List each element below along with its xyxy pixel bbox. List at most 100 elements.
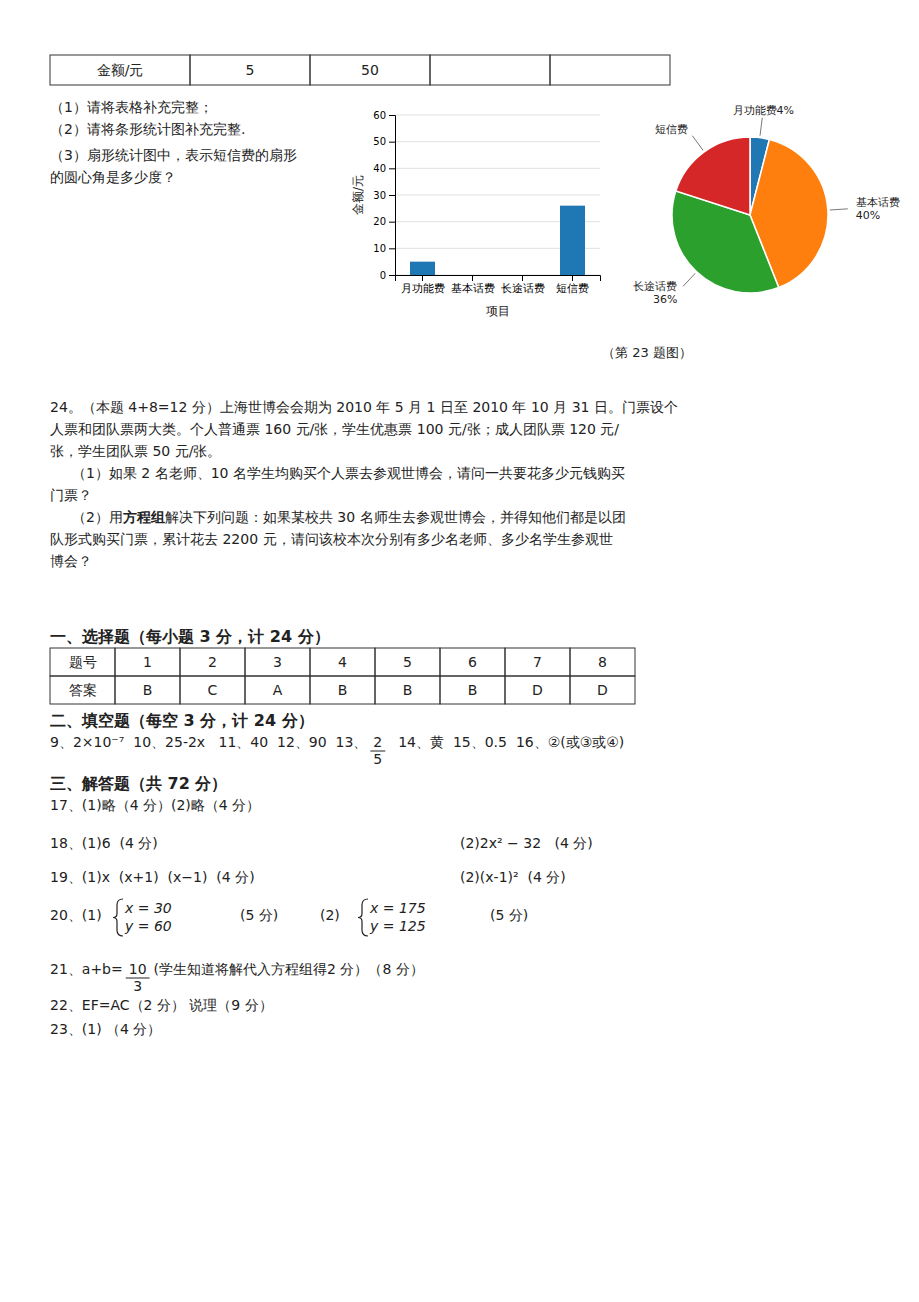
tick-label: 20: [373, 216, 386, 227]
text-piece: 17、(1)略（4 分）(2)略（4 分）: [50, 797, 260, 813]
text-piece: 9、2×10⁻⁷ 10、25-2x 11、40 12、90 13、: [50, 734, 367, 750]
text-line: 张，学生团队票 50 元/张。: [50, 443, 221, 459]
fraction-bar: [370, 751, 385, 752]
text-piece: (2): [320, 907, 340, 923]
brace: [113, 899, 123, 936]
table-cell: [440, 648, 505, 676]
table: 金额/元550: [50, 55, 670, 85]
cell-text: B: [468, 682, 478, 698]
tick-label: 长途话费: [501, 282, 545, 295]
text-piece: 的圆心角是多少度？: [50, 169, 176, 185]
y-tick: 20: [373, 216, 395, 227]
x-tick: 基本话费: [451, 275, 495, 295]
text-piece: 张，学生团队票 50 元/张。: [50, 443, 221, 459]
cell-text: 5: [246, 62, 255, 78]
table-cell: [550, 55, 670, 85]
slice-label: 长途话费36%: [633, 280, 677, 306]
text-line: 博会？: [50, 553, 92, 569]
cell-text: D: [597, 682, 608, 698]
axis-line: [389, 116, 396, 276]
tick-mark: [389, 222, 395, 223]
x-axis: 月功能费基本话费长途话费短信费: [396, 275, 601, 295]
text-piece: （2）用: [72, 509, 123, 525]
tick-mark: [389, 115, 395, 116]
text-piece: 19、(1)x (x+1) (x−1) (4 分): [50, 869, 255, 885]
cell-text: 1: [143, 654, 152, 670]
slice: [676, 137, 750, 215]
table-cell: [50, 648, 115, 676]
equation: x = 175: [369, 900, 426, 916]
slice-label: 短信费: [655, 123, 688, 136]
table-cell: [310, 55, 430, 85]
text-piece: 方程组: [122, 509, 165, 525]
text-line: （第 23 题图）: [602, 345, 692, 360]
text-piece: 24。（本题 4+8=12 分）上海世博会会期为 2010 年 5 月 1 日至…: [50, 399, 678, 415]
text-piece: 23、(1) （4 分）: [50, 1021, 161, 1037]
y-tick: 60: [373, 110, 395, 121]
cell-text: 50: [361, 62, 379, 78]
text-piece: 14、黄 15、0.5 16、②(或③或④): [389, 734, 624, 750]
bar: [410, 262, 435, 275]
text-line: 的圆心角是多少度？: [50, 169, 176, 185]
slice-label-line: 短信费: [655, 123, 688, 136]
x-tick: 长途话费: [501, 275, 545, 295]
x-tick: 短信费: [556, 275, 589, 295]
fraction-numerator: 2: [373, 734, 382, 750]
text-line: 门票？: [50, 487, 92, 503]
brace: [358, 899, 368, 936]
grid-line: [395, 168, 600, 169]
table: 题号12345678答案BCABBBDD: [50, 648, 635, 704]
cell-text: 题号: [69, 654, 97, 670]
tick-label: 40: [373, 163, 386, 174]
table-cell: [375, 648, 440, 676]
table-cell: [245, 676, 310, 704]
cell-text: D: [532, 682, 543, 698]
y-axis: 0102030405060: [373, 110, 395, 281]
cell-text: 5: [403, 654, 412, 670]
bar: [510, 275, 535, 276]
slice-label-line: 40%: [856, 209, 880, 222]
text-block: （1）请将表格补充完整；（2）请将条形统计图补充完整.（3）扇形统计图中，表示短…: [50, 99, 692, 1037]
cell-text: C: [208, 682, 218, 698]
cell-text: B: [143, 682, 153, 698]
y-tick: 30: [373, 190, 395, 201]
cell-text: 答案: [69, 682, 97, 698]
text-piece: （1）如果 2 名老师、10 名学生均购买个人票去参观世博会，请问一共要花多少元…: [72, 465, 625, 481]
y-tick: 50: [373, 136, 395, 147]
equation: y = 60: [124, 918, 172, 934]
text-piece: 队形式购买门票，累计花去 2200 元，请问该校本次分别有多少名老师、多少名学生…: [50, 531, 613, 547]
text-piece: 门票？: [50, 487, 92, 503]
cell-text: B: [403, 682, 413, 698]
cell-text: 2: [208, 654, 217, 670]
text-line: （2）用方程组解决下列问题：如果某校共 30 名师生去参观世博会，并得知他们都是…: [72, 509, 626, 525]
text-piece: 22、EF=AC（2 分） 说理（9 分）: [50, 997, 273, 1013]
fraction-denominator: 3: [133, 978, 142, 994]
x-axis-title: 项目: [486, 304, 510, 318]
cell-text: 8: [598, 654, 607, 670]
tick-label: 月功能费: [401, 282, 445, 295]
tick-mark: [389, 142, 395, 143]
fraction-numerator: 10: [129, 961, 147, 977]
fraction-denominator: 5: [373, 751, 382, 767]
leader-line: [830, 209, 848, 210]
bar: [460, 275, 485, 276]
tick-label: 短信费: [556, 282, 589, 295]
table-cell: [440, 676, 505, 704]
leader-line: [683, 273, 695, 286]
text-piece: 博会？: [50, 553, 92, 569]
grid-line: [395, 195, 600, 196]
text-line: （1）如果 2 名老师、10 名学生均购买个人票去参观世博会，请问一共要花多少元…: [72, 465, 625, 481]
tick-mark: [572, 275, 573, 281]
bar-chart: 月功能费基本话费长途话费短信费0102030405060项目金额/元: [351, 110, 601, 318]
text-piece: (2)2x² − 32 (4 分): [460, 835, 593, 851]
cell-text: 7: [533, 654, 542, 670]
fraction-bar: [126, 978, 150, 979]
text-piece: 一、选择题（每小题 3 分，计 24 分）: [50, 627, 330, 646]
leader-line: [692, 136, 703, 151]
text-line: 人票和团队票两大类。个人普通票 160 元/张，学生优惠票 100 元/张；成人…: [50, 421, 619, 437]
table-cell: [505, 648, 570, 676]
text-line: 队形式购买门票，累计花去 2200 元，请问该校本次分别有多少名老师、多少名学生…: [50, 531, 613, 547]
cell-text: A: [273, 682, 283, 698]
section-header: 一、选择题（每小题 3 分，计 24 分）: [50, 627, 330, 646]
grid-line: [395, 141, 600, 142]
